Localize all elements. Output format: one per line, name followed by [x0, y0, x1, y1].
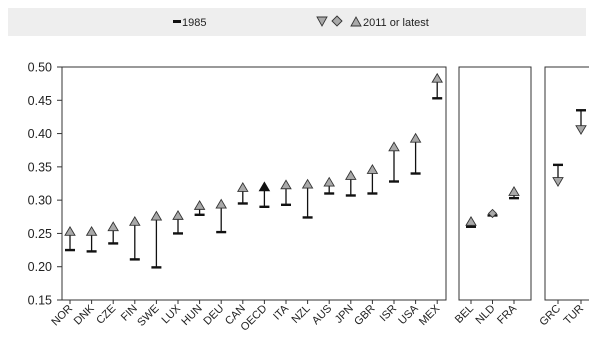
y-tick-label-0.30: 0.30	[28, 194, 52, 208]
category-label-bel: BEL	[453, 303, 476, 326]
y-tick-label-0.45: 0.45	[28, 94, 52, 108]
category-label-swe: SWE	[135, 303, 161, 329]
category-label-deu: DEU	[201, 303, 226, 328]
legend-label-2011: 2011 or latest	[363, 17, 429, 29]
legend: 1985 2011 or latest	[8, 8, 586, 36]
y-tick-label-0.40: 0.40	[28, 127, 52, 141]
mark-2011-hun	[193, 199, 206, 210]
mark-2011-bel	[465, 215, 477, 226]
panel-frame-3	[544, 66, 589, 301]
mark-2011-fin	[129, 215, 141, 226]
y-tick-label-0.50: 0.50	[28, 61, 52, 75]
category-label-isr: ISR	[378, 303, 399, 324]
category-label-hun: HUN	[179, 303, 204, 328]
mark-2011-grc	[552, 177, 564, 187]
category-label-nzl: NZL	[290, 303, 313, 326]
mark-2011-oecd	[258, 181, 271, 192]
category-label-fra: FRA	[495, 302, 520, 327]
category-label-aus: AUS	[310, 303, 334, 327]
mark-2011-deu	[215, 198, 227, 209]
mark-2011-jpn	[345, 170, 357, 180]
mark-2011-lux	[172, 209, 184, 220]
mark-2011-nld	[487, 208, 498, 219]
y-tick-label-0.20: 0.20	[28, 260, 52, 274]
panel-frame-1	[61, 66, 447, 301]
y-tick-label-0.25: 0.25	[28, 227, 52, 241]
mark-2011-ita	[280, 179, 292, 190]
category-label-gbr: GBR	[352, 303, 377, 328]
category-label-grc: GRC	[537, 303, 563, 329]
mark-2011-isr	[388, 141, 400, 152]
mark-2011-mex	[431, 72, 443, 83]
legend-marker-up-triangle	[350, 16, 362, 27]
chart-panels: 0.50 0.45 0.40 0.35 0.30 0.25 0.20 0.15NORDNKCZ…	[28, 61, 589, 334]
panel-frame-2	[458, 66, 532, 301]
category-label-ita: ITA	[271, 302, 291, 322]
mark-2011-nzl	[301, 178, 314, 189]
category-label-dnk: DNK	[72, 302, 97, 327]
y-tick-label-0.15: 0.15	[28, 294, 52, 308]
category-label-mex: MEX	[417, 302, 443, 328]
mark-2011-usa	[409, 132, 422, 143]
mark-2011-aus	[323, 176, 335, 187]
mark-2011-fra	[508, 186, 520, 196]
mark-2011-nor	[64, 225, 76, 236]
category-label-jpn: JPN	[333, 303, 356, 326]
mark-2011-cze	[107, 221, 119, 232]
category-label-cze: CZE	[94, 303, 118, 327]
y-tick-label-0.35: 0.35	[28, 160, 52, 174]
mark-2011-gbr	[366, 164, 379, 174]
legend-box	[8, 8, 586, 36]
legend-marker-down-triangle	[316, 16, 328, 27]
category-label-lux: LUX	[159, 302, 183, 326]
category-label-tur: TUR	[562, 303, 587, 328]
legend-marker-1985	[173, 20, 181, 23]
category-label-usa: USA	[396, 302, 421, 327]
legend-marker-diamond	[331, 15, 343, 27]
mark-2011-tur	[575, 125, 587, 136]
mark-2011-can	[237, 182, 249, 192]
legend-label-1985: 1985	[182, 17, 206, 29]
category-label-nld: NLD	[474, 303, 498, 327]
mark-2011-swe	[150, 210, 163, 221]
category-label-nor: NOR	[49, 303, 75, 329]
mark-2011-dnk	[85, 225, 98, 236]
